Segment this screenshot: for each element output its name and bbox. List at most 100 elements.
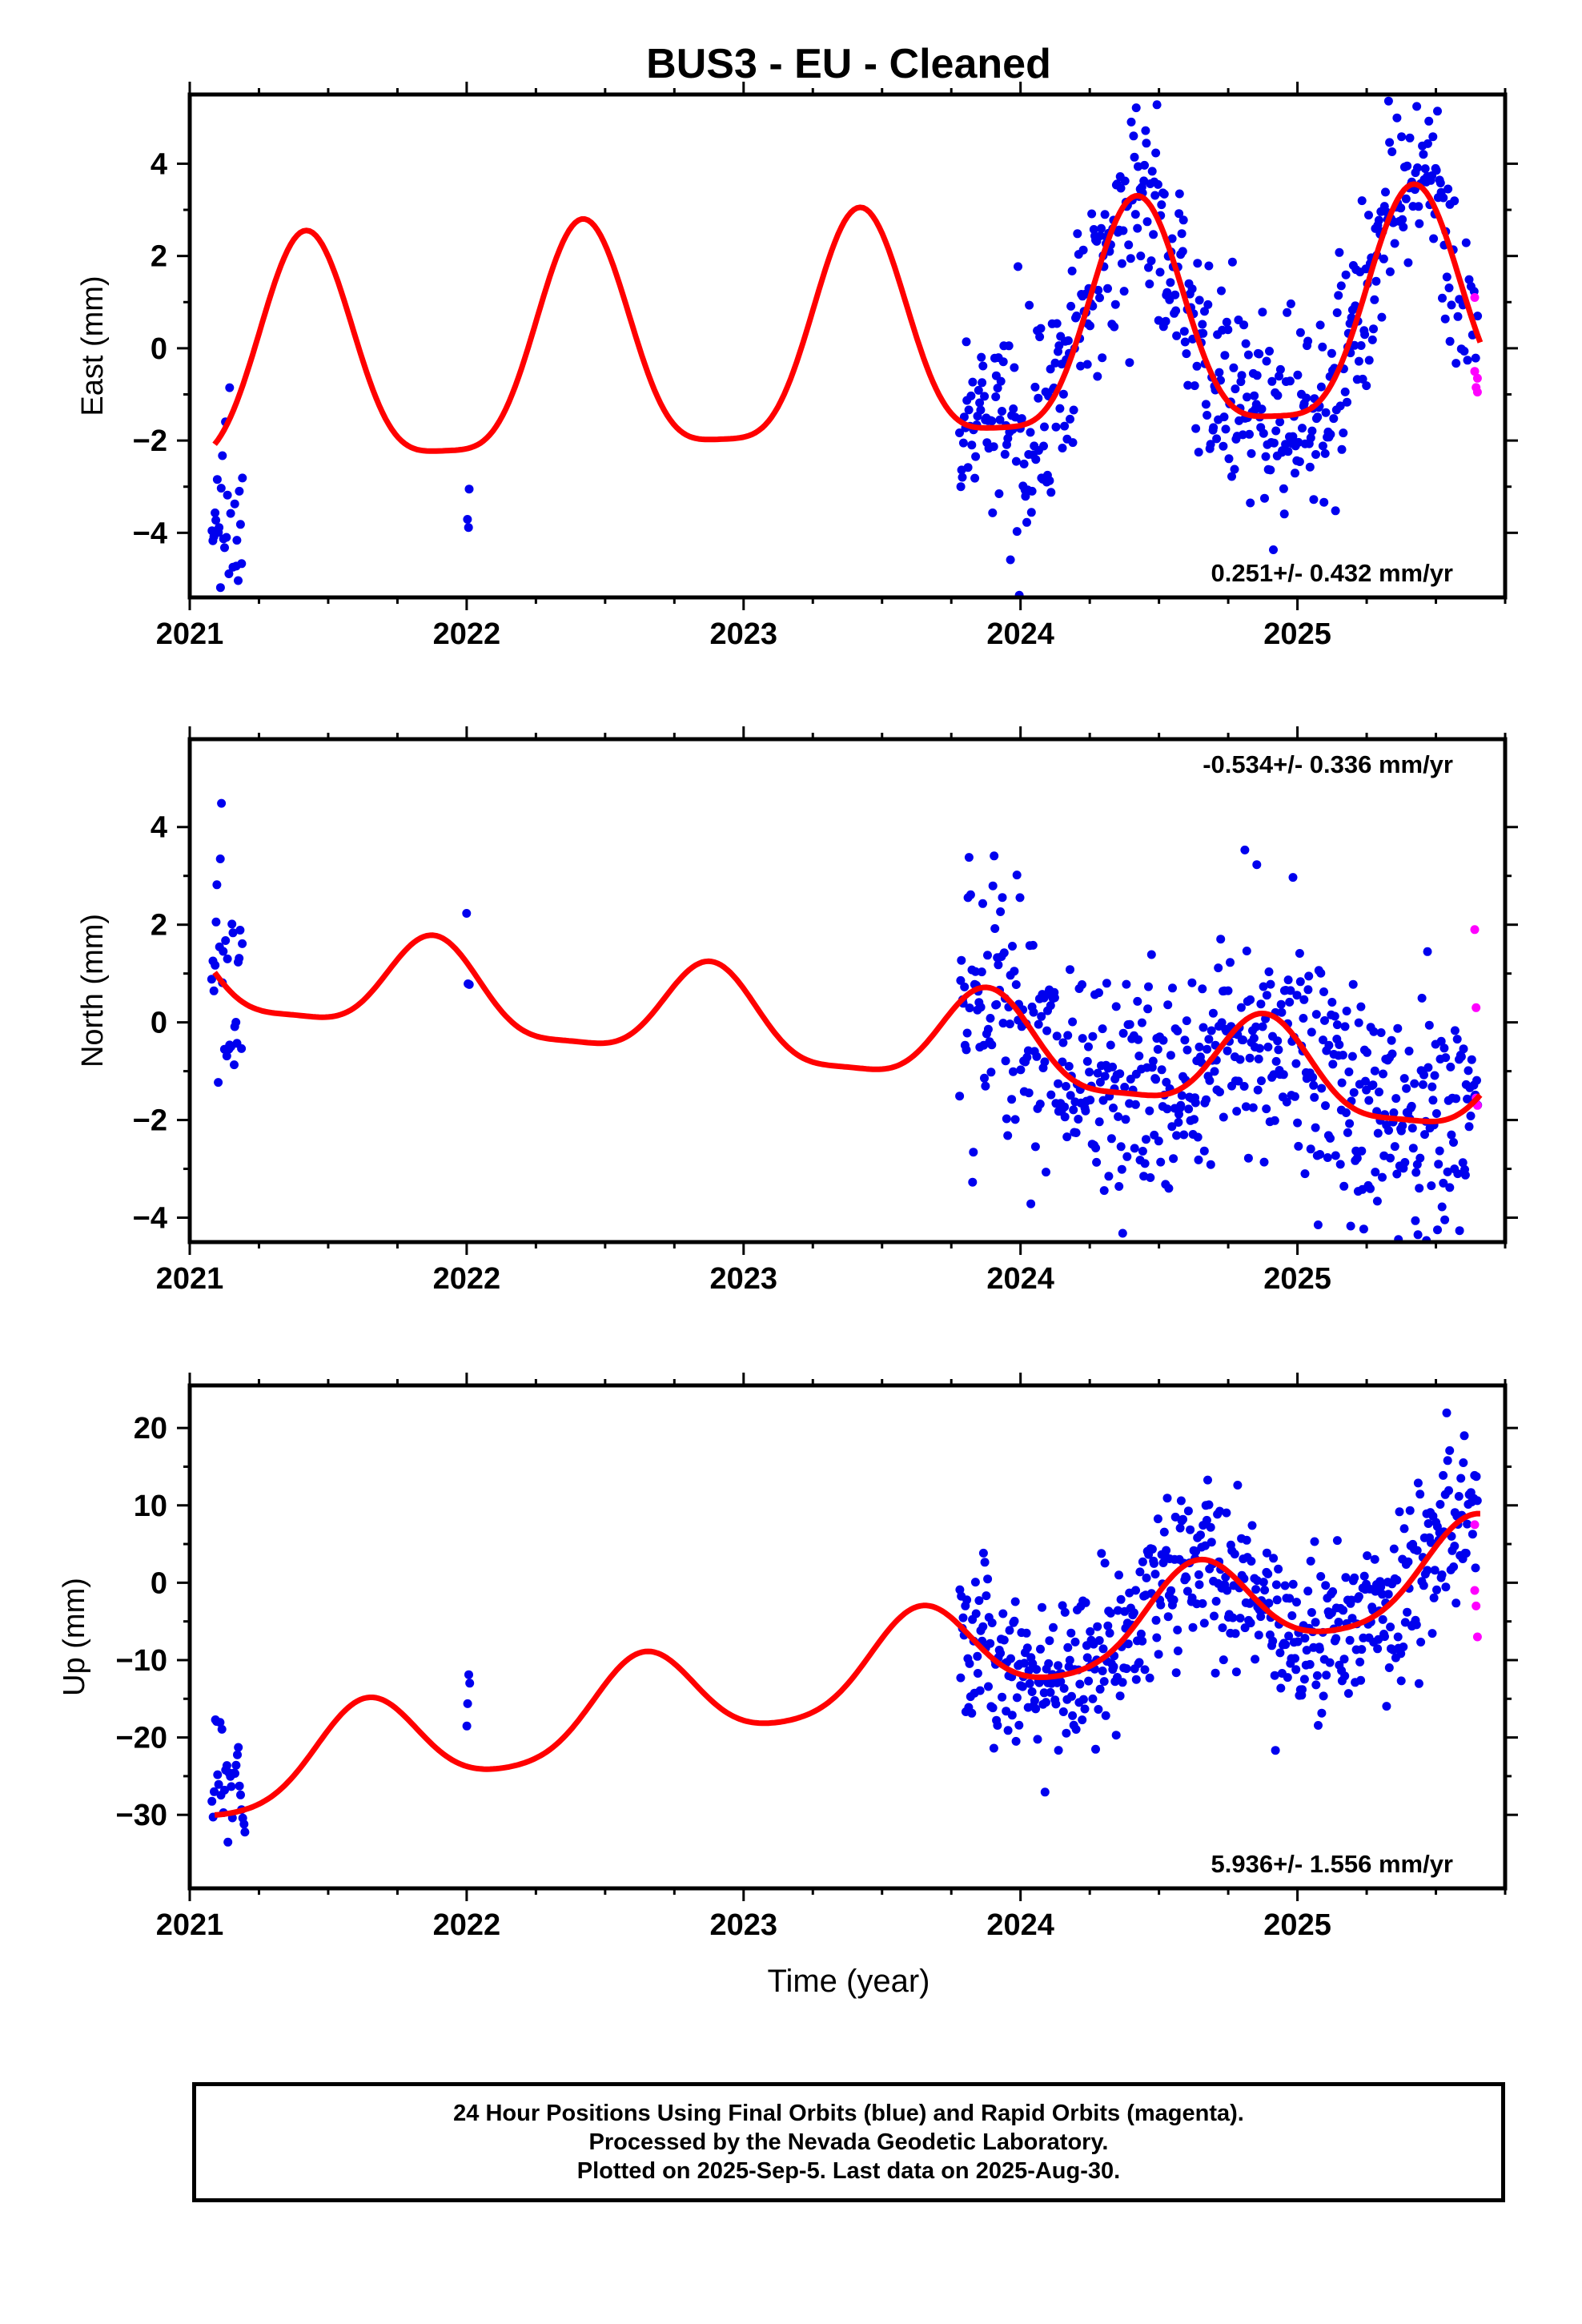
up-final-point (1138, 1557, 1147, 1566)
up-final-point (1176, 1496, 1186, 1506)
north-final-point (1258, 1022, 1267, 1031)
east-final-point (1473, 312, 1483, 321)
east-final-point (1142, 217, 1152, 227)
up-final-point (1046, 1687, 1055, 1697)
east-final-point (1401, 194, 1411, 203)
up-final-point (1271, 1746, 1280, 1755)
north-final-point (1156, 1157, 1166, 1167)
up-final-point (1152, 1633, 1162, 1642)
north-final-point (1254, 1054, 1263, 1063)
up-final-point (240, 1827, 250, 1837)
up-y-tick-label: −20 (116, 1722, 167, 1755)
east-final-point (1362, 381, 1371, 391)
east-final-points (207, 96, 1483, 597)
north-final-point (1256, 999, 1266, 1009)
north-final-point (1455, 1226, 1464, 1236)
east-final-point (1229, 363, 1239, 372)
north-final-point (1349, 1088, 1359, 1097)
up-final-point (1281, 1640, 1291, 1650)
up-final-point (1395, 1507, 1404, 1517)
east-y-tick-label: −2 (133, 424, 167, 458)
east-final-point (1269, 438, 1279, 448)
up-final-point (1068, 1711, 1078, 1720)
up-final-point (1183, 1506, 1193, 1516)
up-final-point (1373, 1644, 1383, 1654)
north-final-point (1319, 987, 1328, 996)
north-final-point (1029, 1007, 1038, 1017)
up-final-point (1275, 1648, 1285, 1658)
north-final-point (1236, 1003, 1246, 1012)
up-final-point (1175, 1523, 1185, 1533)
north-final-point (1030, 1142, 1040, 1152)
up-final-point (1063, 1642, 1073, 1652)
up-final-point (1260, 1586, 1270, 1595)
east-final-point (1145, 279, 1154, 289)
north-final-point (1066, 965, 1074, 975)
north-final-point (1452, 1035, 1462, 1044)
east-final-point (1152, 100, 1162, 110)
north-final-point (1313, 1220, 1323, 1229)
north-final-point (1453, 1169, 1463, 1179)
east-final-point (1201, 400, 1211, 409)
up-final-point (1088, 1694, 1098, 1703)
up-final-point (1203, 1475, 1212, 1485)
up-final-point (1437, 1570, 1447, 1579)
north-final-point (1022, 1052, 1032, 1062)
up-final-point (1166, 1586, 1176, 1595)
up-final-point (1471, 1563, 1480, 1573)
up-final-point (1095, 1684, 1105, 1694)
north-final-point (1176, 1100, 1186, 1110)
north-final-point (1386, 1153, 1395, 1163)
up-final-point (1162, 1494, 1172, 1503)
north-final-point (1417, 993, 1427, 1003)
north-final-point (1282, 1097, 1291, 1107)
east-final-point (987, 416, 997, 426)
north-final-point (1299, 995, 1309, 1004)
up-final-point (1147, 1545, 1157, 1554)
east-final-point (1246, 498, 1255, 508)
east-final-point (1336, 281, 1346, 291)
north-final-point (1249, 1033, 1259, 1043)
east-final-point (994, 489, 1004, 498)
north-final-point (1424, 1020, 1434, 1030)
north-final-point (1408, 1144, 1418, 1153)
up-final-point (1099, 1677, 1109, 1687)
east-final-point (1424, 116, 1434, 126)
north-final-point (1456, 1052, 1466, 1061)
north-final-point (1098, 1024, 1107, 1034)
up-final-point (1058, 1601, 1067, 1610)
north-final-point (1273, 1036, 1283, 1046)
north-final-point (1009, 1067, 1018, 1076)
up-final-point (231, 1760, 241, 1770)
east-final-point (1445, 336, 1455, 346)
up-final-point (1106, 1608, 1115, 1618)
up-final-point (1328, 1587, 1338, 1596)
up-final-point (1022, 1643, 1032, 1653)
north-final-point (1419, 1070, 1428, 1080)
up-final-point (234, 1743, 243, 1752)
east-final-point (964, 405, 974, 415)
east-final-point (1243, 392, 1251, 402)
north-x-tick-label: 2023 (710, 1262, 778, 1296)
east-final-point (1463, 356, 1472, 365)
up-final-point (1173, 1625, 1182, 1634)
east-final-point (1116, 183, 1126, 193)
up-final-point (1044, 1659, 1054, 1668)
east-final-point (230, 499, 239, 509)
east-final-point (1060, 421, 1070, 431)
east-final-point (463, 515, 472, 524)
east-final-point (1069, 405, 1078, 415)
north-final-point (966, 890, 975, 899)
east-final-point (978, 378, 987, 388)
up-final-point (1291, 1654, 1299, 1663)
up-final-point (1303, 1586, 1313, 1596)
north-final-point (1435, 1146, 1444, 1156)
up-final-point (1414, 1679, 1423, 1688)
north-final-point (1389, 1108, 1399, 1117)
east-final-point (1174, 189, 1184, 199)
north-final-point (1467, 1055, 1476, 1064)
north-final-point (1104, 1172, 1114, 1181)
north-final-point (1108, 1062, 1118, 1072)
east-final-point (1150, 191, 1160, 200)
up-plot-frame (187, 1383, 1508, 1891)
